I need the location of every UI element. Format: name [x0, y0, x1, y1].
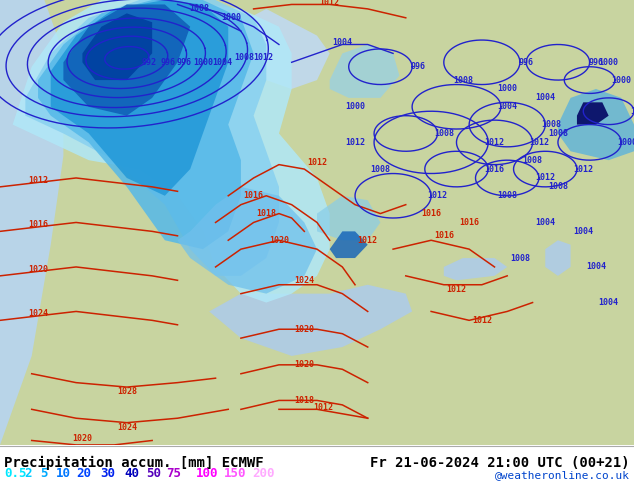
- Text: 40: 40: [124, 467, 139, 480]
- Text: 1024: 1024: [28, 309, 48, 318]
- Text: 1016: 1016: [434, 231, 454, 240]
- Polygon shape: [330, 231, 368, 258]
- Polygon shape: [209, 285, 412, 356]
- Text: 1012: 1012: [307, 158, 327, 167]
- Text: 150: 150: [224, 467, 247, 480]
- Polygon shape: [577, 102, 609, 124]
- Text: 996: 996: [160, 58, 176, 67]
- Text: 1000: 1000: [618, 138, 634, 147]
- Text: 1012: 1012: [535, 173, 555, 182]
- Text: 992: 992: [141, 58, 157, 67]
- Text: 1020: 1020: [294, 325, 314, 334]
- Text: 20: 20: [76, 467, 91, 480]
- Text: 996: 996: [176, 58, 191, 67]
- Text: 1012: 1012: [529, 138, 549, 147]
- Polygon shape: [0, 0, 63, 445]
- Text: 1008: 1008: [190, 4, 210, 13]
- Text: 1004: 1004: [212, 58, 232, 67]
- Polygon shape: [178, 187, 317, 294]
- Text: 1004: 1004: [573, 227, 593, 236]
- Text: 1008: 1008: [434, 129, 454, 138]
- Text: 1008: 1008: [541, 120, 562, 129]
- Text: 200: 200: [252, 467, 275, 480]
- Polygon shape: [558, 89, 634, 160]
- Text: 1000: 1000: [611, 75, 631, 85]
- Text: 996: 996: [411, 62, 426, 71]
- Text: 1000: 1000: [345, 102, 365, 111]
- Polygon shape: [13, 0, 330, 302]
- Text: 30: 30: [100, 467, 115, 480]
- Text: @weatheronline.co.uk: @weatheronline.co.uk: [495, 470, 630, 480]
- Text: 1008: 1008: [234, 53, 254, 62]
- Text: 1008: 1008: [548, 182, 568, 192]
- Text: 50: 50: [146, 467, 161, 480]
- Polygon shape: [63, 4, 190, 116]
- Text: 1004: 1004: [586, 263, 606, 271]
- Polygon shape: [25, 0, 279, 276]
- Text: 1004: 1004: [497, 102, 517, 111]
- Text: 2: 2: [24, 467, 32, 480]
- Text: 1020: 1020: [269, 236, 289, 245]
- Polygon shape: [330, 45, 399, 98]
- Text: 75: 75: [166, 467, 181, 480]
- Text: 1024: 1024: [117, 422, 137, 432]
- Text: 1012: 1012: [358, 236, 378, 245]
- Text: 1012: 1012: [28, 176, 48, 185]
- Text: 1024: 1024: [294, 276, 314, 285]
- Polygon shape: [38, 0, 254, 249]
- Text: 1000: 1000: [598, 58, 619, 67]
- Text: 1012: 1012: [484, 138, 505, 147]
- Text: Fr 21-06-2024 21:00 UTC (00+21): Fr 21-06-2024 21:00 UTC (00+21): [370, 456, 630, 470]
- Text: 10: 10: [56, 467, 71, 480]
- Text: 1016: 1016: [243, 191, 264, 200]
- Text: 996: 996: [519, 58, 534, 67]
- Text: 1016: 1016: [459, 218, 479, 227]
- Text: 1016: 1016: [484, 165, 505, 173]
- Text: 1004: 1004: [332, 38, 353, 47]
- Text: 1028: 1028: [117, 387, 137, 396]
- Polygon shape: [444, 258, 507, 280]
- Text: 1000: 1000: [497, 84, 517, 94]
- Polygon shape: [51, 0, 228, 196]
- Text: 1000: 1000: [221, 13, 242, 23]
- Text: 0.5: 0.5: [4, 467, 27, 480]
- Text: 1020: 1020: [28, 265, 48, 274]
- Text: 1016: 1016: [421, 209, 441, 218]
- Text: 1012: 1012: [253, 53, 273, 62]
- Text: 1020: 1020: [72, 434, 93, 443]
- Text: 1012: 1012: [313, 403, 333, 412]
- Text: 1008: 1008: [548, 129, 568, 138]
- Text: 1012: 1012: [472, 316, 492, 325]
- Text: 1012: 1012: [446, 285, 467, 294]
- Text: 1020: 1020: [294, 360, 314, 369]
- Text: 1004: 1004: [535, 94, 555, 102]
- Text: 1012: 1012: [427, 191, 448, 200]
- Text: 1004: 1004: [598, 298, 619, 307]
- Polygon shape: [228, 9, 330, 89]
- Polygon shape: [82, 13, 152, 80]
- Polygon shape: [317, 196, 380, 240]
- Text: 100: 100: [196, 467, 219, 480]
- Text: 1008: 1008: [453, 75, 473, 85]
- Polygon shape: [545, 240, 571, 276]
- Text: 1000: 1000: [630, 107, 634, 116]
- Text: 1018: 1018: [256, 209, 276, 218]
- Text: 1018: 1018: [294, 396, 314, 405]
- Text: 1004: 1004: [535, 218, 555, 227]
- Text: Precipitation accum. [mm] ECMWF: Precipitation accum. [mm] ECMWF: [4, 456, 264, 470]
- Text: 1008: 1008: [497, 191, 517, 200]
- Text: 996: 996: [588, 58, 604, 67]
- Text: 1012: 1012: [345, 138, 365, 147]
- Text: 1016: 1016: [28, 220, 48, 229]
- Text: 1008: 1008: [370, 165, 391, 173]
- Text: 1012: 1012: [320, 0, 340, 7]
- Text: 1008: 1008: [510, 253, 530, 263]
- Text: 5: 5: [40, 467, 48, 480]
- Text: 1000: 1000: [193, 58, 213, 67]
- Text: 1012: 1012: [573, 165, 593, 173]
- Text: 1008: 1008: [522, 156, 543, 165]
